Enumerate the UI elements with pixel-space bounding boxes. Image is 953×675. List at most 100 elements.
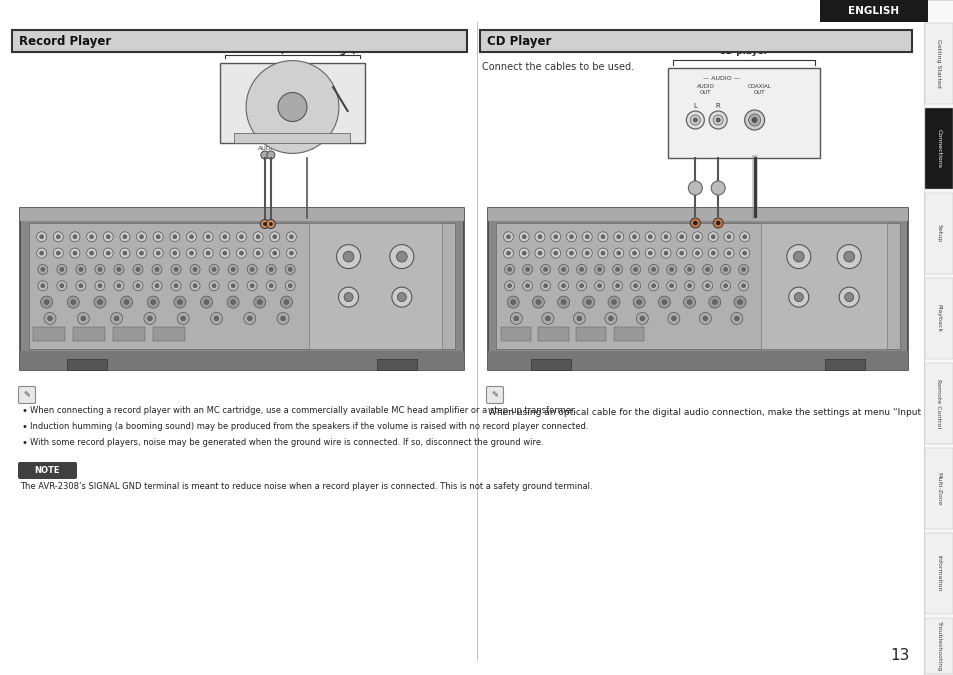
Bar xyxy=(496,223,899,349)
Circle shape xyxy=(338,287,358,307)
Bar xyxy=(488,350,907,370)
Text: ✎: ✎ xyxy=(24,391,30,400)
Bar xyxy=(67,358,107,370)
Circle shape xyxy=(690,218,700,228)
Circle shape xyxy=(613,248,623,258)
Circle shape xyxy=(506,235,510,239)
Circle shape xyxy=(180,316,186,321)
Circle shape xyxy=(269,284,273,288)
Circle shape xyxy=(190,251,193,255)
Circle shape xyxy=(540,265,550,275)
Circle shape xyxy=(742,251,746,255)
Circle shape xyxy=(630,281,639,291)
Circle shape xyxy=(200,296,213,308)
Circle shape xyxy=(266,265,275,275)
Circle shape xyxy=(172,235,176,239)
Circle shape xyxy=(106,251,111,255)
FancyBboxPatch shape xyxy=(18,462,77,479)
Circle shape xyxy=(57,265,67,275)
Circle shape xyxy=(738,265,748,275)
Circle shape xyxy=(87,232,96,242)
Circle shape xyxy=(594,281,604,291)
Circle shape xyxy=(535,248,544,258)
Circle shape xyxy=(284,300,289,304)
Circle shape xyxy=(651,267,655,271)
Circle shape xyxy=(123,251,127,255)
Circle shape xyxy=(843,292,853,302)
Circle shape xyxy=(629,232,639,242)
Circle shape xyxy=(186,248,196,258)
Circle shape xyxy=(153,232,163,242)
Circle shape xyxy=(690,115,700,125)
Circle shape xyxy=(733,296,745,308)
Circle shape xyxy=(607,296,619,308)
Circle shape xyxy=(219,232,230,242)
Circle shape xyxy=(663,251,667,255)
Circle shape xyxy=(171,281,181,291)
Circle shape xyxy=(786,244,810,269)
Circle shape xyxy=(569,235,573,239)
Circle shape xyxy=(103,248,113,258)
Circle shape xyxy=(598,232,607,242)
Circle shape xyxy=(687,284,691,288)
Circle shape xyxy=(280,296,292,308)
Circle shape xyxy=(558,265,568,275)
Circle shape xyxy=(615,284,618,288)
Circle shape xyxy=(586,300,591,304)
Circle shape xyxy=(708,296,720,308)
Circle shape xyxy=(219,248,230,258)
Circle shape xyxy=(612,281,622,291)
Circle shape xyxy=(611,300,616,304)
Circle shape xyxy=(48,316,52,321)
Circle shape xyxy=(260,219,269,229)
Circle shape xyxy=(671,316,676,321)
Circle shape xyxy=(723,232,733,242)
Circle shape xyxy=(695,235,699,239)
Circle shape xyxy=(79,284,83,288)
Circle shape xyxy=(522,265,532,275)
Circle shape xyxy=(647,235,652,239)
Circle shape xyxy=(53,248,63,258)
Circle shape xyxy=(720,281,730,291)
Circle shape xyxy=(687,267,691,271)
Circle shape xyxy=(177,313,189,325)
Circle shape xyxy=(227,296,239,308)
Bar xyxy=(924,533,952,614)
FancyBboxPatch shape xyxy=(18,387,35,404)
Text: Connections: Connections xyxy=(936,129,941,168)
Circle shape xyxy=(77,313,90,325)
Circle shape xyxy=(553,235,558,239)
Circle shape xyxy=(173,267,178,271)
Bar xyxy=(73,327,105,341)
Text: •: • xyxy=(22,422,28,432)
Text: NOTE: NOTE xyxy=(34,466,60,475)
Circle shape xyxy=(267,151,274,159)
Circle shape xyxy=(170,232,180,242)
Bar xyxy=(824,358,864,370)
Circle shape xyxy=(616,251,620,255)
Circle shape xyxy=(561,284,565,288)
Bar xyxy=(924,23,952,104)
Circle shape xyxy=(132,281,143,291)
Circle shape xyxy=(550,232,560,242)
Circle shape xyxy=(566,248,576,258)
Circle shape xyxy=(136,267,140,271)
Circle shape xyxy=(190,235,193,239)
Circle shape xyxy=(695,251,699,255)
Circle shape xyxy=(60,284,64,288)
Circle shape xyxy=(139,251,143,255)
Circle shape xyxy=(633,267,637,271)
Circle shape xyxy=(510,300,515,304)
Circle shape xyxy=(504,265,514,275)
Circle shape xyxy=(53,232,63,242)
Circle shape xyxy=(525,284,529,288)
Circle shape xyxy=(842,251,854,262)
Bar xyxy=(377,358,417,370)
Circle shape xyxy=(629,248,639,258)
Circle shape xyxy=(712,300,717,304)
Circle shape xyxy=(608,316,613,321)
Circle shape xyxy=(522,281,532,291)
Circle shape xyxy=(193,267,197,271)
Circle shape xyxy=(81,316,86,321)
Circle shape xyxy=(532,296,544,308)
